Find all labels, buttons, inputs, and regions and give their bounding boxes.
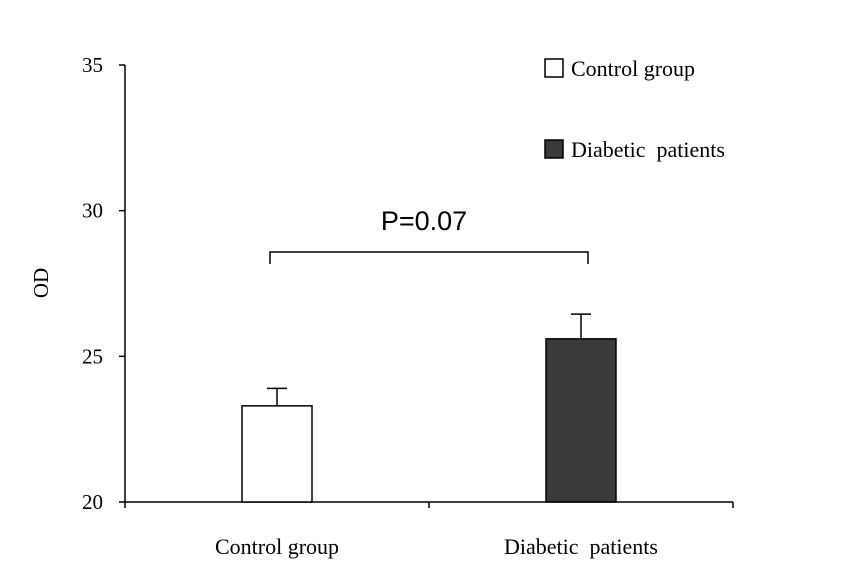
x-tick-label: Diabetic patients [504, 534, 658, 559]
y-tick-label: 30 [82, 199, 103, 223]
legend-swatch-0 [544, 58, 564, 78]
legend-label-0: Control group [571, 56, 695, 81]
significance-label: P=0.07 [381, 206, 467, 236]
legend-label-1: Diabetic patients [571, 137, 725, 162]
bar-1 [545, 338, 617, 503]
y-tick-label: 20 [82, 490, 103, 514]
y-tick-label: 35 [82, 53, 103, 77]
y-axis-ticks: 20 25 30 35 [82, 53, 125, 514]
bracket-line [269, 251, 589, 264]
bars [241, 313, 617, 503]
significance-bracket [269, 251, 589, 264]
y-axis-label: OD [29, 268, 53, 298]
x-tick-label: Control group [215, 534, 339, 559]
y-tick-label: 25 [82, 344, 103, 368]
legend: Control group Diabetic patients [544, 56, 725, 162]
bar-0 [241, 405, 313, 503]
x-axis-ticks: Control group Diabetic patients [124, 502, 734, 559]
legend-swatch-1 [544, 139, 564, 159]
